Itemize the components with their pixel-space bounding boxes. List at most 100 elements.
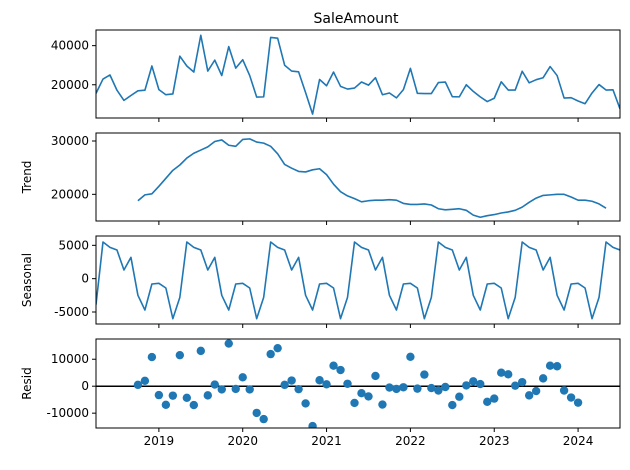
resid-point: [217, 385, 226, 394]
resid-frame: [95, 338, 621, 429]
resid-point: [385, 383, 394, 392]
resid-point: [308, 421, 317, 428]
resid-point: [196, 346, 205, 356]
observed-frame: [95, 29, 621, 119]
panel-trend: 20000 30000 Trend: [20, 132, 621, 225]
resid-point: [434, 386, 443, 395]
resid-point: [427, 383, 436, 393]
resid-point: [559, 386, 569, 395]
resid-point: [301, 399, 310, 408]
resid-point: [350, 398, 359, 408]
y-tick-label: -5000: [54, 305, 89, 319]
resid-point: [462, 381, 471, 390]
resid-point: [287, 376, 296, 385]
resid-point: [224, 339, 233, 348]
y-tick-label: 0: [81, 379, 89, 393]
resid-point: [210, 380, 219, 389]
resid-point: [238, 373, 247, 382]
resid-point: [441, 382, 450, 392]
resid-point: [329, 361, 338, 370]
resid-point: [545, 361, 555, 370]
resid-point: [231, 384, 240, 394]
trend-line: [137, 138, 607, 219]
resid-point: [273, 343, 282, 353]
resid-point: [448, 400, 457, 410]
resid-point: [161, 400, 171, 410]
resid-point: [392, 384, 401, 394]
x-tick-label: 2022: [395, 434, 426, 448]
resid-point: [252, 408, 261, 418]
x-tick-label: 2023: [479, 434, 510, 448]
resid-point: [203, 391, 212, 400]
y-tick-label: 40000: [51, 39, 89, 53]
panel-seasonal: -5000 0 5000 Seasonal: [20, 235, 621, 328]
resid-point: [517, 377, 527, 387]
seasonal-ylabel: Seasonal: [20, 253, 34, 307]
resid-point: [266, 349, 275, 359]
resid-ylabel: Resid: [20, 367, 34, 399]
panel-resid: -10000 0 10000 2019 2020 2021 2022 2023 2024 Resi…: [20, 338, 621, 448]
figure-title: SaleAmount: [314, 11, 399, 27]
resid-point: [420, 370, 429, 379]
seasonal-frame: [95, 235, 621, 325]
observed-line: [96, 34, 620, 115]
resid-point: [168, 391, 178, 400]
resid-point: [476, 379, 485, 389]
x-tick-label: 2020: [227, 434, 258, 448]
resid-point: [531, 386, 541, 396]
resid-point: [357, 389, 366, 398]
resid-point: [504, 370, 513, 379]
resid-point: [336, 365, 345, 375]
y-tick-label: 5000: [58, 238, 89, 252]
resid-point: [140, 376, 150, 385]
trend-data: [137, 138, 607, 219]
panel-observed: 20000 40000: [51, 29, 621, 122]
panels: 20000 40000 20000 30000 Trend -5000 0 5000 Seaso…: [20, 29, 621, 448]
trend-frame: [95, 132, 621, 222]
resid-point: [259, 414, 268, 424]
resid-point: [315, 376, 324, 385]
resid-point: [406, 352, 415, 361]
resid-point: [343, 379, 352, 388]
resid-point: [189, 400, 199, 410]
resid-point: [524, 391, 534, 400]
resid-point: [455, 392, 464, 401]
x-tick-label: 2021: [311, 434, 342, 448]
y-tick-label: 20000: [51, 187, 89, 201]
observed-data: [96, 34, 620, 115]
resid-point: [552, 362, 562, 371]
resid-point: [378, 400, 387, 409]
resid-point: [364, 392, 373, 401]
resid-point: [133, 380, 143, 390]
resid-point: [147, 352, 157, 362]
resid-point: [497, 368, 506, 377]
resid-point: [566, 393, 576, 402]
y-tick-label: 20000: [51, 78, 89, 92]
y-tick-label: 10000: [51, 352, 89, 366]
resid-point: [490, 394, 499, 403]
resid-point: [182, 393, 192, 402]
resid-point: [399, 383, 408, 392]
resid-point: [294, 384, 303, 394]
resid-point: [538, 374, 548, 383]
resid-point: [371, 371, 380, 381]
seasonal-data: [96, 241, 620, 320]
resid-data: [96, 339, 620, 428]
x-tick-label: 2024: [563, 434, 594, 448]
seasonal-line: [96, 241, 620, 320]
resid-point: [280, 380, 289, 390]
resid-point: [154, 390, 164, 400]
resid-point: [322, 380, 331, 389]
resid-point: [511, 381, 520, 390]
resid-point: [469, 377, 478, 386]
resid-point: [175, 350, 185, 360]
y-tick-label: -10000: [46, 406, 89, 420]
resid-point: [573, 398, 583, 407]
resid-point: [245, 385, 254, 394]
resid-point: [413, 384, 422, 393]
trend-ylabel: Trend: [20, 161, 34, 195]
resid-point: [483, 397, 492, 407]
y-tick-label: 0: [81, 272, 89, 286]
